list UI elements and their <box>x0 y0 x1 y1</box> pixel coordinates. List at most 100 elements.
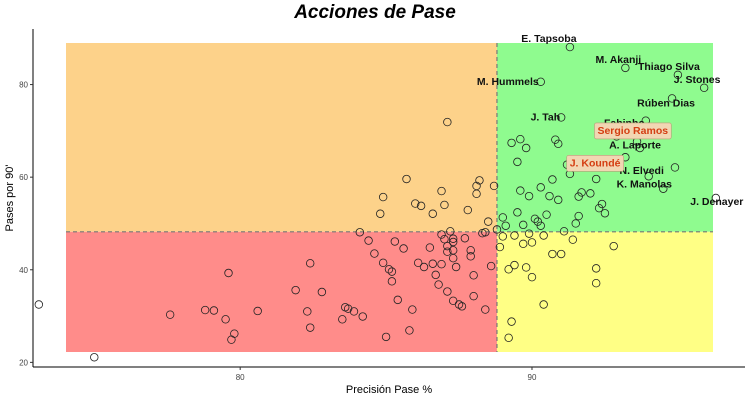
data-point <box>539 231 548 240</box>
data-point <box>516 186 525 195</box>
data-point <box>513 157 522 167</box>
data-point <box>507 317 516 326</box>
point-label: A. Laporte <box>609 140 661 152</box>
data-point-labeled <box>667 94 677 103</box>
data-point <box>536 183 545 192</box>
data-point <box>460 234 470 243</box>
chart-title: Acciones de Pase <box>293 2 456 23</box>
data-point <box>443 247 452 256</box>
data-point <box>387 277 397 286</box>
data-point <box>574 211 583 221</box>
data-point <box>609 241 618 251</box>
data-point <box>437 230 446 239</box>
data-point <box>448 296 458 305</box>
data-point <box>492 225 502 234</box>
data-point <box>291 285 300 295</box>
data-point <box>440 200 449 210</box>
data-point <box>548 249 557 259</box>
data-point <box>338 315 347 324</box>
point-label: N. Elvedi <box>620 165 664 177</box>
data-point <box>591 278 601 288</box>
data-point <box>253 306 262 316</box>
data-point <box>402 174 411 184</box>
point-label: J. Tah <box>531 111 561 123</box>
data-point <box>370 249 379 258</box>
data-point <box>355 228 365 237</box>
y-tick-label: 80 <box>19 81 28 90</box>
data-point-labeled <box>536 77 545 86</box>
quadrant-bottom-left <box>66 231 497 352</box>
point-label: J. Denayer <box>690 196 743 208</box>
data-point <box>408 305 417 314</box>
highlighted-label-box <box>566 155 624 172</box>
x-axis-title: Precisión Pase % <box>346 384 432 396</box>
data-point <box>443 287 452 296</box>
data-point <box>519 220 528 230</box>
data-point <box>507 138 516 148</box>
data-point <box>481 305 490 314</box>
data-point <box>306 323 315 332</box>
data-point <box>513 208 522 217</box>
point-label: M. Hummels <box>477 76 539 88</box>
data-point <box>498 232 508 241</box>
quadrant-bottom-right <box>496 231 713 352</box>
data-point <box>498 213 508 222</box>
data-point <box>521 143 531 153</box>
data-point <box>554 139 563 149</box>
data-point <box>466 246 475 255</box>
point-label: E. Tapsoba <box>521 33 576 45</box>
data-point <box>390 237 400 246</box>
data-point <box>484 217 493 226</box>
data-point <box>548 175 557 184</box>
data-point <box>475 176 484 185</box>
data-point <box>545 191 554 201</box>
data-point <box>343 304 353 313</box>
data-point-labeled <box>673 70 683 80</box>
data-point <box>536 221 545 230</box>
point-label: Rúben Dias <box>637 97 695 109</box>
data-point <box>376 209 385 218</box>
point-label: M. Akanji <box>596 54 642 66</box>
data-point <box>230 329 239 338</box>
data-point <box>521 263 531 272</box>
y-tick-label: 20 <box>19 358 28 367</box>
data-point <box>221 315 230 324</box>
data-point <box>556 249 566 259</box>
data-point <box>448 253 458 263</box>
data-point <box>670 163 680 172</box>
data-point <box>446 227 455 236</box>
data-point <box>364 236 373 245</box>
data-point <box>200 305 210 315</box>
data-point <box>306 259 315 268</box>
data-point <box>539 300 548 309</box>
data-point <box>568 235 578 244</box>
highlighted-label: J. Koundé <box>570 157 621 169</box>
data-point-labeled <box>621 63 630 73</box>
data-point <box>393 295 402 305</box>
data-point <box>524 191 534 201</box>
data-point <box>469 271 478 280</box>
data-point <box>457 302 467 311</box>
data-point <box>510 231 519 240</box>
y-axis-title: Pases por 90' <box>4 165 16 232</box>
data-point-labeled <box>565 42 575 52</box>
data-point <box>428 209 437 218</box>
data-point <box>451 262 461 272</box>
data-point <box>481 228 490 237</box>
data-point <box>577 188 586 197</box>
data-point <box>224 268 233 278</box>
data-point <box>597 199 607 209</box>
data-point <box>551 135 560 144</box>
data-point <box>591 174 601 184</box>
data-point <box>440 235 449 244</box>
data-point <box>349 307 359 316</box>
data-point <box>504 333 513 343</box>
data-point <box>454 300 464 309</box>
data-point <box>530 214 540 224</box>
point-label: Thiago Silva <box>638 61 700 73</box>
data-point <box>431 270 440 280</box>
data-point <box>524 229 534 238</box>
data-point <box>90 353 99 362</box>
data-point <box>469 291 478 301</box>
